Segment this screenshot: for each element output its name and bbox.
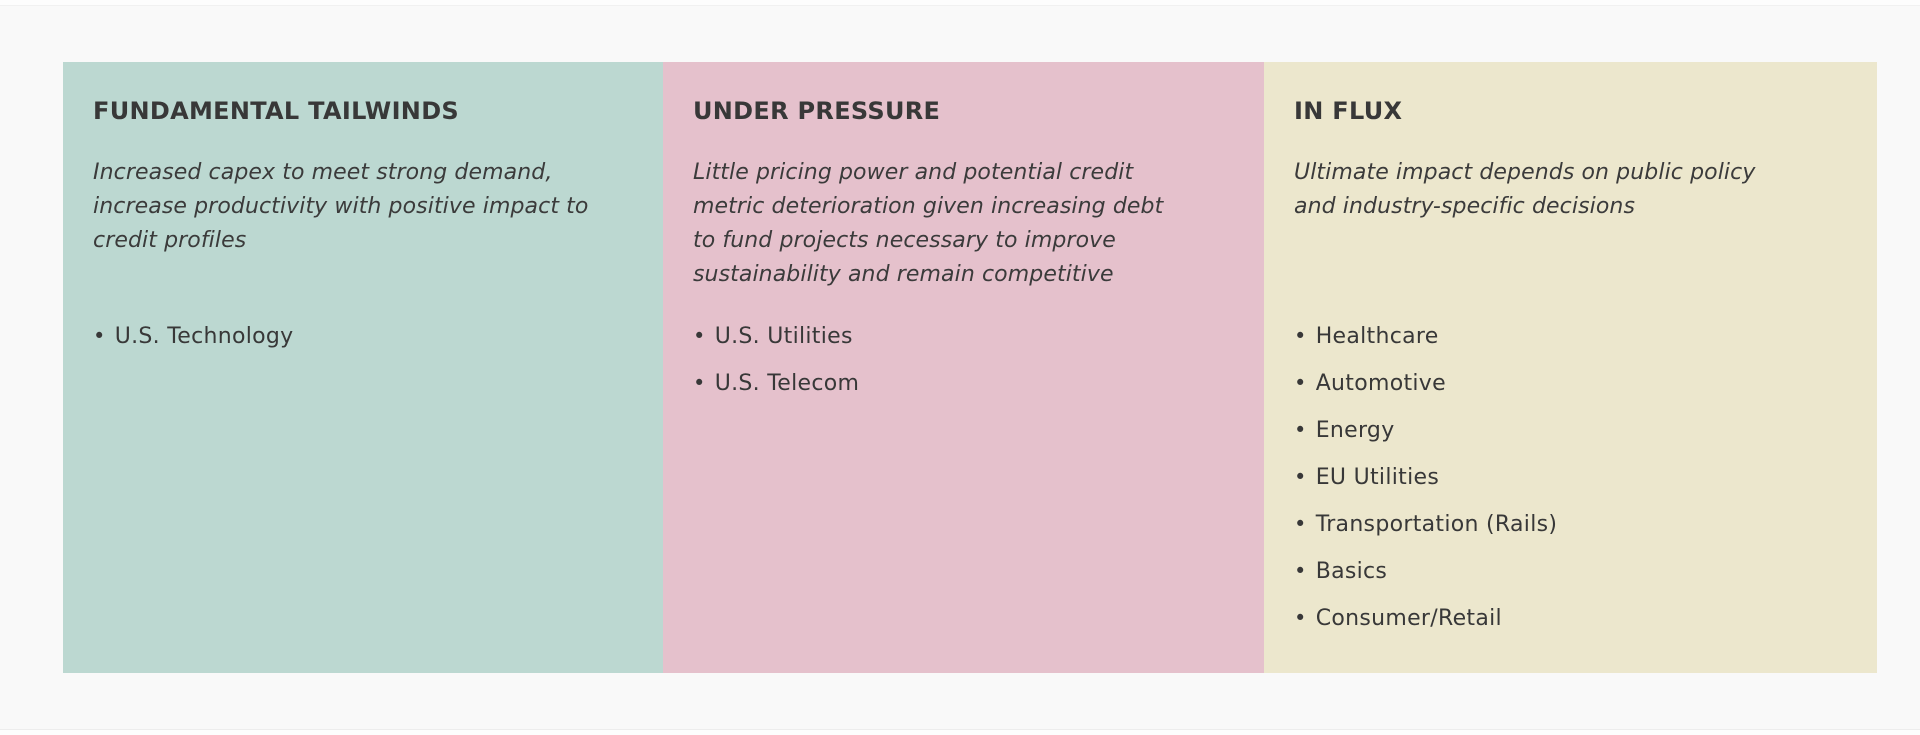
sector-list-item: • Automotive [1294,368,1853,399]
sector-list-item: • Consumer/Retail [1294,603,1853,634]
sector-list-item: • Transportation (Rails) [1294,509,1853,540]
bullet-icon: • [93,324,106,348]
bullet-icon: • [1294,371,1307,395]
panel-title: FUNDAMENTAL TAILWINDS [93,97,459,125]
sector-label: Energy [1315,418,1395,443]
panel-description: Little pricing power and potential credi… [693,160,1164,287]
sector-label: Basics [1315,559,1388,584]
sector-label: Consumer/Retail [1315,606,1502,631]
sector-list-item: • U.S. Telecom [693,368,1240,399]
bullet-icon: • [1294,559,1307,583]
sector-list-item: • U.S. Utilities [693,321,1240,352]
top-edge-strip [0,0,1920,6]
bullet-icon: • [1294,512,1307,536]
panel-description: Increased capex to meet strong demand, i… [93,160,589,253]
sector-list: • U.S. Technology [93,321,639,368]
sector-list: • U.S. Utilities • U.S. Telecom [693,321,1240,415]
category-panels: FUNDAMENTAL TAILWINDS Increased capex to… [63,62,1877,673]
bullet-icon: • [693,324,706,348]
sector-list-item: • Energy [1294,415,1853,446]
sector-label: U.S. Utilities [714,324,853,349]
sector-label: Healthcare [1315,324,1439,349]
panel-title: IN FLUX [1294,97,1403,125]
bullet-icon: • [1294,324,1307,348]
bullet-icon: • [693,371,706,395]
panel-in-flux: IN FLUX Ultimate impact depends on publi… [1264,62,1877,673]
sector-label: Transportation (Rails) [1315,512,1558,537]
panel-title: UNDER PRESSURE [693,97,941,125]
panel-fundamental-tailwinds: FUNDAMENTAL TAILWINDS Increased capex to… [63,62,663,673]
sector-list-item: • EU Utilities [1294,462,1853,493]
panel-description: Ultimate impact depends on public policy… [1294,160,1756,219]
sector-label: U.S. Telecom [714,371,860,396]
panel-under-pressure: UNDER PRESSURE Little pricing power and … [663,62,1264,673]
bullet-icon: • [1294,465,1307,489]
sector-label: Automotive [1315,371,1446,396]
sector-list-item: • Basics [1294,556,1853,587]
bullet-icon: • [1294,606,1307,630]
sector-list-item: • Healthcare [1294,321,1853,352]
sector-list-item: • U.S. Technology [93,321,639,352]
sector-list: • Healthcare • Automotive • Energy • EU Utiliti… [1294,321,1853,650]
sector-label: U.S. Technology [114,324,294,349]
bullet-icon: • [1294,418,1307,442]
sector-label: EU Utilities [1315,465,1440,490]
bottom-edge-strip [0,729,1920,735]
